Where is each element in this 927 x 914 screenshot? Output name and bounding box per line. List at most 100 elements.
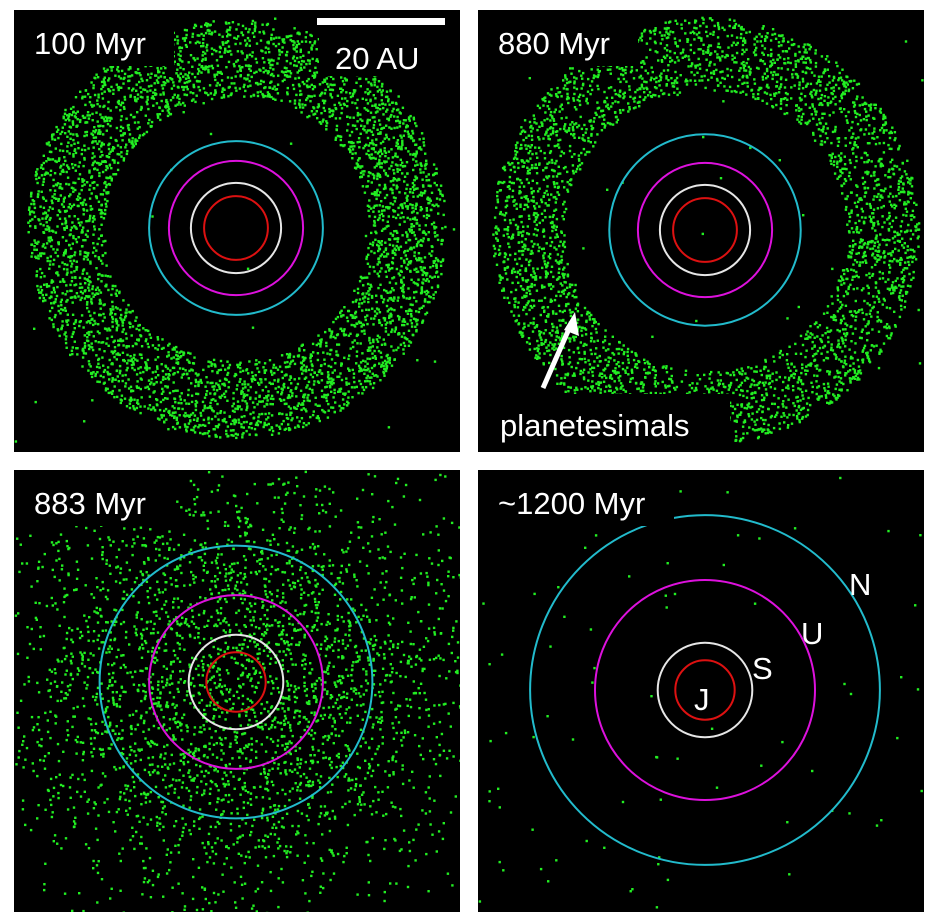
planetesimal [202,44,205,48]
planetesimal [770,52,773,56]
planetesimal [119,369,122,373]
planetesimal [334,117,338,120]
planetesimal [366,262,370,265]
planetesimal [97,341,100,344]
planetesimal [270,414,274,417]
planetesimal [243,83,246,87]
planetesimal [336,94,340,97]
planetesimal [367,300,370,304]
planetesimal [283,361,287,364]
planetesimal [413,268,416,271]
planetesimal [620,348,624,351]
planetesimal [112,173,115,176]
planetesimal [378,161,381,164]
planetesimal [262,30,265,33]
planetesimal [373,251,376,255]
planetesimal [170,357,173,360]
planetesimal [415,320,418,323]
planetesimal [272,366,275,369]
planetesimal [90,346,94,349]
planetesimal [295,43,299,47]
planetesimal [435,197,439,200]
planetesimal [150,408,153,411]
planetesimal [896,233,899,237]
planetesimal [275,36,278,39]
planetesimal [413,218,417,221]
planetesimal [374,144,378,147]
planetesimal [176,362,180,365]
planetesimal [282,398,286,402]
planetesimal [442,213,445,217]
planetesimal [424,271,427,275]
planetesimal [377,308,380,311]
planetesimal [309,100,312,103]
planetesimal [223,417,226,421]
planetesimal [372,340,375,344]
planetesimal [53,291,56,294]
planetesimal [49,216,52,220]
planetesimal [136,97,139,100]
planetesimal [230,434,233,437]
planetesimal [396,115,399,119]
planetesimal [205,22,208,25]
planetesimal [326,380,329,384]
planetesimal [726,67,729,71]
planetesimal [29,219,32,222]
planetesimal [410,135,413,138]
planetesimal [83,344,87,348]
planetesimal [256,83,260,86]
planetesimal [409,114,412,118]
planetesimal [327,409,330,412]
planetesimal [88,188,91,191]
planetesimal [199,431,202,435]
planetesimal [891,260,894,263]
planetesimal [316,374,319,377]
planetesimal [239,69,242,72]
planetesimal [388,243,392,246]
planetesimal [133,398,136,401]
planetesimal [402,295,405,299]
planetesimal [272,42,275,46]
planetesimal [908,272,911,276]
planetesimal [386,220,389,223]
planetesimal [143,405,146,408]
planetesimal [282,38,286,41]
planetesimal [409,230,412,233]
planetesimal [425,311,429,314]
planetesimal [405,124,408,127]
planetesimal [37,257,40,260]
planetesimal [303,357,306,361]
planetesimal [883,239,887,242]
planetesimal [329,386,332,389]
planetesimal [382,113,385,116]
planetesimal [42,167,45,170]
planetesimal [407,150,410,153]
planetesimal [100,204,103,207]
planetesimal [228,415,231,418]
planetesimal [286,91,289,94]
planetesimal [370,250,373,253]
planetesimal [169,413,172,417]
planetesimal [120,115,123,118]
planetesimal [242,431,245,435]
planetesimal [70,265,73,268]
planetesimal [310,48,313,51]
planetesimal [375,300,378,304]
planetesimal [371,133,375,136]
planetesimal [63,227,66,230]
planetesimal [511,162,514,165]
planetesimal [427,173,430,176]
planetesimal [202,38,205,41]
planetesimal [569,67,572,70]
planetesimal [208,24,211,27]
planetesimal [122,358,125,362]
planetesimal [379,351,383,354]
planetesimal [187,422,191,425]
planetesimal [325,121,329,125]
planetesimal [366,118,370,122]
planetesimal [94,340,97,343]
planetesimal [150,84,153,87]
planetesimal [118,372,122,375]
planetesimal [351,300,355,304]
planetesimal [130,74,134,77]
